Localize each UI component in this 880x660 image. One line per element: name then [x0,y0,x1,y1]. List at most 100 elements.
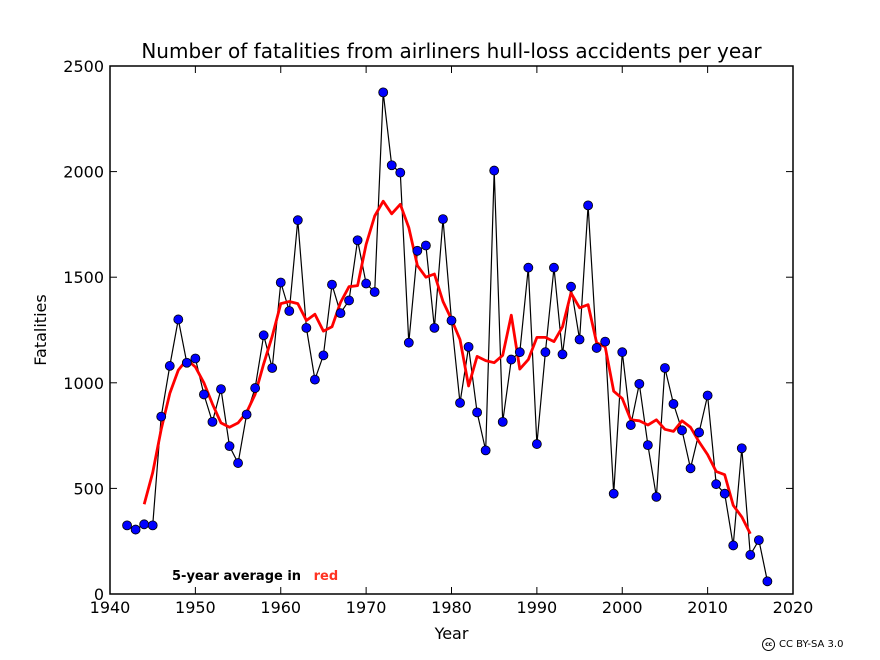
data-point [685,463,696,474]
data-point [438,214,448,225]
x-tick-label: 1990 [517,598,558,617]
data-point [489,165,500,176]
data-point [122,520,132,531]
x-tick-label: 1940 [90,598,131,617]
legend-annotation-prefix: 5-year average in [172,569,301,584]
data-point [275,277,286,288]
x-tick-label: 2010 [687,598,728,617]
data-point [608,488,619,499]
data-point [711,479,722,490]
x-tick-label: 1950 [175,598,216,617]
data-point [668,399,679,409]
data-point [591,343,602,353]
data-point [199,389,209,400]
data-point [412,245,423,256]
data-point [224,441,235,452]
y-tick-label: 500 [73,479,104,498]
data-point [352,235,363,246]
data-point [369,287,380,297]
data-point [301,322,312,333]
data-point [378,87,389,98]
data-point [549,262,559,273]
data-point [190,353,201,364]
x-tick-label: 2000 [602,598,643,617]
axis-ticks: 1940 1950 1960 1970 1980 1990 2000 2010 2020 0 500… [63,57,813,617]
data-point [164,361,175,371]
data-point [361,278,372,289]
five-year-average-line [142,199,752,535]
data-point [181,357,192,368]
x-tick-label: 1980 [431,598,472,617]
license-text: CC BY-SA 3.0 [779,639,844,650]
y-tick-label: 1500 [63,268,104,287]
data-point [514,347,525,358]
x-tick-label: 1960 [260,598,301,617]
y-tick-label: 2000 [63,163,104,182]
y-tick-label: 0 [94,585,104,604]
data-point [600,336,611,347]
chart-title: Number of fatalities from airliners hull… [141,39,762,63]
data-point [762,576,773,587]
data-point [216,384,226,395]
data-point [523,262,534,273]
data-point [344,295,354,306]
legend-annotation: 5-year average in red [172,569,338,584]
data-point [736,443,747,454]
annual-fatalities-line [126,92,768,582]
y-axis-label: Fatalities [31,294,50,365]
data-series [122,87,773,587]
data-point [284,306,295,316]
data-point [728,540,739,551]
data-point [566,281,576,292]
data-point [557,349,568,360]
data-point [497,416,508,427]
data-point [335,308,346,319]
data-point [753,535,764,546]
data-point [634,378,645,389]
x-tick-label: 1970 [346,598,387,617]
data-point [660,363,670,373]
data-point [745,550,756,560]
data-point [233,458,243,468]
data-point [642,440,653,451]
data-point [130,524,141,535]
data-point [540,347,551,358]
y-tick-label: 2500 [63,57,104,76]
y-tick-label: 1000 [63,374,104,393]
data-point [207,416,218,427]
data-point [574,334,585,345]
data-point [147,520,158,531]
data-point [463,341,474,352]
data-point [318,350,329,361]
data-point [583,200,593,211]
data-point [625,420,636,430]
data-point [395,167,406,178]
data-point [250,383,261,393]
x-tick-label: 2020 [773,598,814,617]
data-point [156,411,167,422]
data-point [386,160,397,171]
data-point [420,240,431,251]
data-point [694,427,704,438]
data-point [139,519,150,530]
data-point [651,491,662,502]
data-point [403,337,414,348]
data-point [309,374,320,385]
legend-annotation-highlight: red [314,569,339,584]
data-point [677,425,687,436]
creative-commons-icon: cc [762,638,775,651]
data-point [617,347,628,358]
data-point [480,445,491,456]
data-point [446,315,457,326]
data-point [258,330,269,341]
data-point [531,439,542,449]
data-point [506,354,517,365]
data-point [327,279,337,290]
data-point [702,390,713,401]
data-point [241,409,252,420]
data-point [429,322,440,333]
data-point [292,215,303,226]
plot-area [109,65,794,595]
data-point [719,488,730,499]
